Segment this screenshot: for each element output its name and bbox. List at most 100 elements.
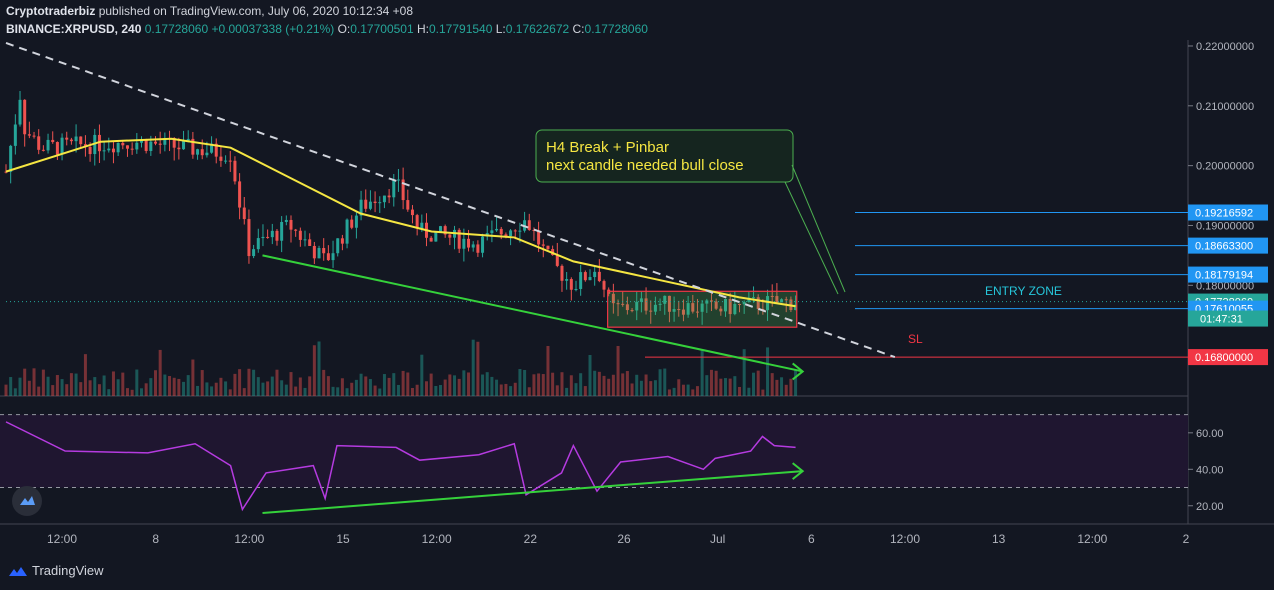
candle-body [18, 99, 22, 125]
last-price: 0.17728060 [144, 22, 209, 36]
candle-body [200, 149, 204, 156]
candle-body [111, 148, 115, 153]
candle-body [630, 310, 634, 312]
candle-body [602, 281, 606, 290]
candle-body [621, 303, 625, 305]
volume-bar [621, 373, 625, 396]
volume-bar [424, 381, 428, 396]
candle-body [667, 295, 671, 312]
volume-bar [560, 372, 564, 396]
volume-bar [658, 369, 662, 396]
time-tick-label: 12:00 [422, 532, 452, 546]
volume-group [4, 339, 798, 396]
volume-bar [354, 379, 358, 396]
volume-bar [597, 371, 601, 396]
candle-body [695, 311, 699, 313]
candle-body [784, 299, 788, 301]
price-tick-label: 0.20000000 [1196, 161, 1254, 173]
candle-body [518, 230, 522, 232]
trend-arrow-head [792, 362, 805, 381]
volume-bar [513, 382, 517, 396]
volume-bar [186, 375, 190, 396]
candle-body [289, 219, 293, 230]
volume-bar [326, 376, 330, 396]
candle-body [74, 136, 78, 142]
candle-body [597, 271, 601, 282]
candle-body [163, 137, 167, 145]
price-label-bg [1188, 349, 1268, 366]
volume-bar [163, 374, 167, 396]
symbol-label: BINANCE:XRPUSD, 240 [6, 22, 142, 36]
candle-body [308, 239, 312, 246]
time-tick-label: 12:00 [234, 532, 264, 546]
candle-body [224, 160, 228, 162]
time-tick-label: 8 [152, 532, 159, 546]
volume-bar [410, 387, 414, 396]
candle-body [780, 299, 784, 303]
candle-body [709, 300, 713, 302]
candle-body [537, 230, 541, 245]
price-label: 0.18179194 [1195, 270, 1253, 282]
volume-bar [111, 371, 115, 396]
volume-bar [93, 377, 97, 396]
volume-bar [168, 376, 172, 396]
candle-body [55, 142, 59, 155]
candle-body [448, 234, 452, 238]
volume-bar [41, 369, 45, 396]
candle-body [303, 239, 307, 241]
volume-bar [238, 369, 242, 396]
volume-bar [546, 345, 550, 396]
candle-body [60, 137, 64, 155]
author-name[interactable]: Cryptotraderbiz [6, 4, 96, 18]
volume-bar [752, 372, 756, 396]
volume-bar [214, 382, 218, 396]
candle-body [588, 277, 592, 281]
rsi-trendline [262, 470, 803, 515]
candle-body [649, 310, 653, 312]
volume-bar [308, 376, 312, 396]
volume-bar [789, 378, 793, 396]
candle-body [513, 230, 517, 232]
candle-body [350, 219, 354, 228]
candle-body [135, 142, 139, 150]
volume-bar [756, 370, 760, 396]
volume-bar [196, 385, 200, 396]
close-label: C: [572, 22, 585, 36]
volume-bar [350, 382, 354, 396]
volume-bar [368, 379, 372, 396]
tradingview-cloud-button[interactable] [12, 486, 42, 516]
candle-body [462, 238, 466, 249]
volume-bar [709, 369, 713, 396]
candle-body [294, 229, 298, 231]
candle-body [270, 230, 274, 238]
volume-bar [65, 384, 69, 396]
volume-bar [83, 354, 87, 396]
volume-bar [74, 373, 78, 396]
volume-bar [439, 385, 443, 396]
brand-name[interactable]: TradingView [32, 563, 104, 578]
volume-bar [345, 388, 349, 396]
countdown-bg [1188, 310, 1268, 327]
volume-bar [107, 389, 111, 396]
candle-body [116, 142, 120, 153]
volume-bar [532, 374, 536, 396]
volume-bar [284, 384, 288, 396]
volume-bar [130, 389, 134, 396]
volume-bar [4, 384, 8, 396]
volume-bar [733, 376, 737, 396]
volume-bar [443, 379, 447, 396]
volume-bar [537, 373, 541, 396]
callout-pointer [791, 164, 846, 293]
candle-body [415, 215, 419, 229]
volume-bar [579, 373, 583, 396]
volume-bar [270, 376, 274, 396]
volume-bar [9, 377, 13, 396]
volume-bar [499, 384, 503, 396]
candle-body [317, 248, 321, 259]
bar-countdown: 01:47:31 [1200, 314, 1243, 326]
volume-bar [289, 372, 293, 396]
volume-bar [565, 387, 569, 396]
volume-bar [182, 381, 186, 396]
volume-bar [46, 376, 50, 396]
